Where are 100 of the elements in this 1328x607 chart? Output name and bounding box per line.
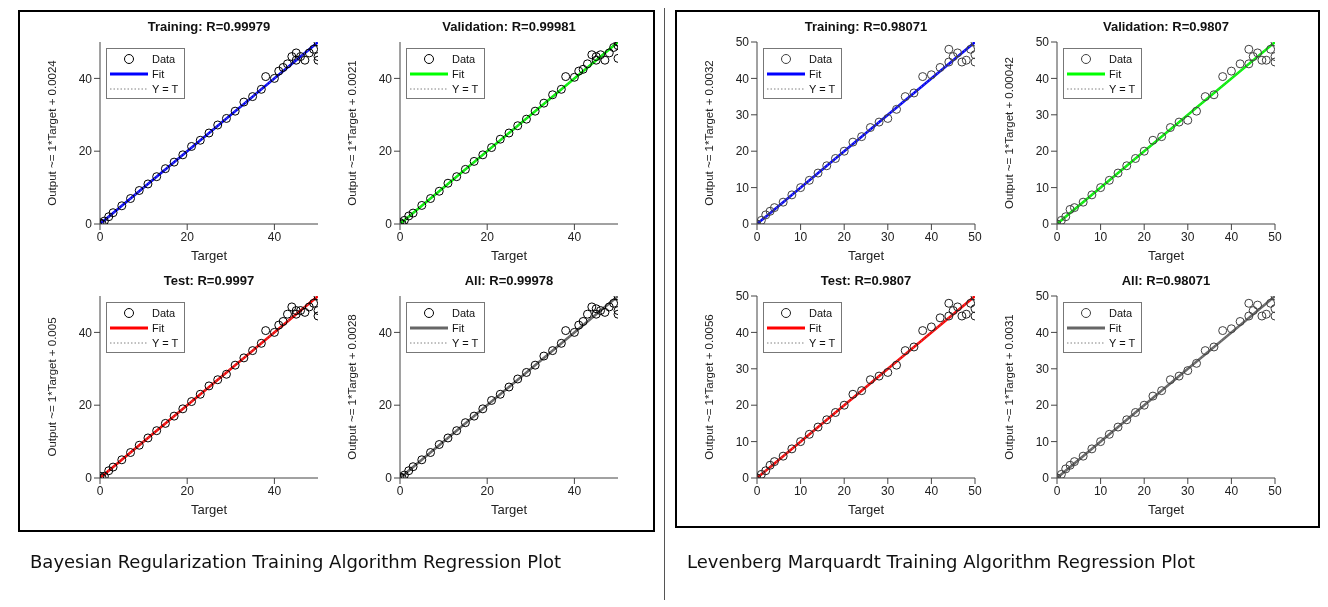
chart-title: Training: R=0.98071 [803,18,929,36]
x-axis-title: Target [490,502,528,517]
y-axis-title: Output ~= 1*Target + 0.005 [46,317,59,457]
x-axis-title: Target [1147,248,1185,263]
x-tick-label: 30 [1181,483,1195,498]
y-axis-title: Output ~= 1*Target + 0.0031 [1003,314,1016,460]
x-tick-label: 40 [924,229,939,244]
x-tick-label: 40 [267,483,282,498]
x-tick-label: 10 [793,483,808,498]
chart-title: Validation: R=0.9807 [1101,18,1231,36]
x-tick-label: 10 [1093,229,1108,244]
y-tick-label: 30 [1035,362,1050,377]
x-tick-label: 20 [480,229,495,244]
y-tick-label: 50 [735,289,750,304]
y-tick-label: 10 [735,434,750,449]
x-tick-label: 50 [1268,483,1282,498]
y-tick-label: 30 [1035,108,1050,123]
x-tick-label: 20 [180,229,195,244]
y-tick-label: 0 [385,471,393,486]
legend-label: Y = T [452,336,479,349]
y-tick-label: 10 [735,180,750,195]
legend-label: Fit [452,67,465,80]
y-axis-title: Output ~= 1*Target + 0.0021 [346,60,359,206]
legend-label: Y = T [1109,336,1136,349]
legend-label: Fit [809,321,822,334]
y-tick-label: 40 [78,325,93,340]
chart-title: Test: R=0.9997 [162,272,256,290]
y-tick-label: 40 [735,71,750,86]
legend-label: Y = T [809,336,836,349]
legend-label: Data [452,306,476,319]
x-tick-label: 10 [1093,483,1108,498]
y-tick-label: 0 [85,217,93,232]
chart-title: All: R=0.98071 [1120,272,1212,290]
x-axis-title: Target [190,502,228,517]
x-tick-label: 50 [968,483,982,498]
y-tick-label: 40 [378,71,393,86]
x-tick-label: 0 [396,229,404,244]
y-tick-label: 10 [1035,434,1050,449]
chart-title: Test: R=0.9807 [819,272,913,290]
x-axis-title: Target [490,248,528,263]
x-tick-label: 0 [1053,229,1061,244]
x-tick-label: 40 [567,229,582,244]
x-tick-label: 0 [1053,483,1061,498]
y-tick-label: 20 [735,144,750,159]
y-axis-title: Output ~= 1*Target + 0.00042 [1003,57,1016,209]
legend-label: Data [809,306,833,319]
legend-label: Fit [452,321,465,334]
x-tick-label: 0 [753,229,761,244]
y-axis-title: Output ~= 1*Target + 0.0056 [703,314,716,460]
x-tick-label: 10 [793,229,808,244]
x-tick-label: 40 [1224,229,1239,244]
y-tick-label: 40 [378,325,393,340]
y-tick-label: 40 [78,71,93,86]
legend-label: Fit [152,321,165,334]
y-tick-label: 40 [735,325,750,340]
x-tick-label: 20 [837,483,852,498]
x-tick-label: 30 [881,229,895,244]
legend-label: Data [1109,306,1133,319]
x-tick-label: 20 [1137,483,1152,498]
y-tick-label: 40 [1035,71,1050,86]
y-tick-label: 0 [1042,471,1050,486]
y-tick-label: 50 [1035,35,1050,50]
x-tick-label: 40 [1224,483,1239,498]
x-tick-label: 30 [1181,229,1195,244]
y-axis-title: Output ~= 1*Target + 0.0032 [703,60,716,206]
y-tick-label: 20 [78,398,93,413]
x-tick-label: 20 [837,229,852,244]
y-axis-title: Output ~= 1*Target + 0.0028 [346,314,359,460]
x-tick-label: 20 [480,483,495,498]
y-tick-label: 30 [735,108,750,123]
y-tick-label: 50 [735,35,750,50]
x-tick-label: 30 [881,483,895,498]
y-tick-label: 20 [1035,398,1050,413]
x-tick-label: 40 [567,483,582,498]
x-tick-label: 0 [96,483,104,498]
x-tick-label: 0 [753,483,761,498]
legend-label: Y = T [1109,82,1136,95]
legend-label: Fit [1109,67,1122,80]
y-tick-label: 20 [378,144,393,159]
y-tick-label: 20 [78,144,93,159]
y-tick-label: 0 [385,217,393,232]
x-axis-title: Target [847,502,885,517]
chart-title: Validation: R=0.99981 [441,18,577,36]
legend-label: Fit [1109,321,1122,334]
y-tick-label: 40 [1035,325,1050,340]
x-axis-title: Target [847,248,885,263]
legend-label: Fit [152,67,165,80]
legend-label: Y = T [452,82,479,95]
y-tick-label: 30 [735,362,750,377]
text: Bayesian Regularization Training Algorithm Regression Plot [30,551,562,572]
legend-label: Fit [809,67,822,80]
y-tick-label: 0 [85,471,93,486]
y-tick-label: 50 [1035,289,1050,304]
y-tick-label: 0 [742,217,750,232]
y-tick-label: 20 [735,398,750,413]
y-tick-label: 20 [378,398,393,413]
text: Levenberg Marquardt Training Algorithm Regression Plot [687,551,1196,572]
legend-label: Data [152,306,176,319]
x-tick-label: 0 [396,483,404,498]
x-tick-label: 40 [924,483,939,498]
